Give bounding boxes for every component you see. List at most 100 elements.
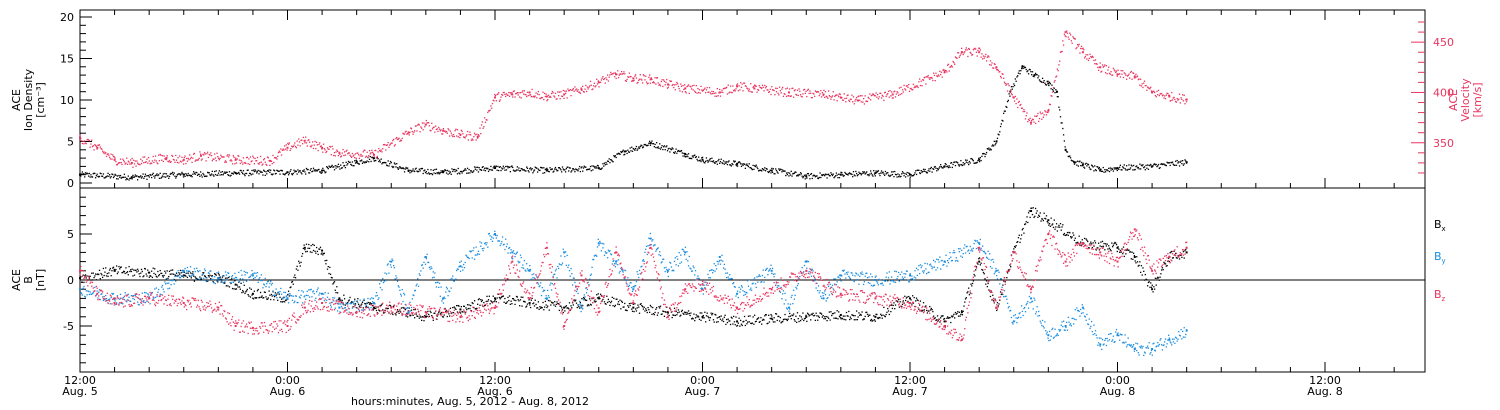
bx-series-sample	[560, 305, 562, 307]
ion-density-series-sample	[1013, 83, 1015, 85]
velocity-series-sample	[780, 92, 782, 94]
ion-density-series-sample	[274, 173, 277, 175]
velocity-series-sample	[120, 161, 122, 164]
ion-density-series-sample	[365, 161, 368, 163]
ion-density-series-sample	[1093, 170, 1095, 172]
bx-series-sample	[722, 320, 725, 323]
bx-series-sample	[391, 312, 393, 314]
velocity-series-sample	[378, 147, 380, 150]
bx-series-sample	[773, 317, 775, 319]
by-series-sample	[212, 278, 214, 281]
ion-density-series-sample	[599, 168, 602, 171]
bx-series-sample	[84, 275, 86, 277]
velocity-series-sample	[1154, 94, 1157, 97]
ion-density-series-sample	[509, 170, 512, 173]
ion-density-series-sample	[361, 159, 363, 161]
bx-series-sample	[784, 313, 786, 316]
ion-density-series-sample	[1162, 163, 1164, 165]
bx-series-sample	[886, 311, 888, 313]
by-series-sample	[352, 301, 354, 303]
by-series-sample	[301, 302, 304, 304]
velocity-series-sample	[523, 90, 526, 92]
bx-series-sample	[200, 278, 203, 280]
bx-series-sample	[933, 317, 936, 320]
bx-series-sample	[988, 289, 990, 291]
velocity-series-sample	[242, 163, 244, 165]
by-series-sample	[282, 298, 284, 300]
bx-series-sample	[140, 268, 143, 271]
ion-density-series-sample	[744, 167, 746, 169]
velocity-series-sample	[329, 145, 331, 148]
by-series-sample	[361, 309, 363, 311]
bx-series-sample	[294, 277, 297, 279]
ion-density-series-sample	[814, 176, 817, 178]
ion-density-series-sample	[842, 175, 845, 177]
bx-series-sample	[768, 314, 770, 316]
velocity-series-sample	[1179, 102, 1181, 104]
bx-series-sample	[191, 272, 193, 275]
ion-density-series-sample	[572, 168, 575, 170]
velocity-series-sample	[941, 76, 943, 78]
ion-density-series-sample	[916, 169, 918, 171]
bx-series-sample	[396, 311, 398, 313]
bx-series-sample	[85, 277, 87, 279]
velocity-series-sample	[1055, 76, 1057, 78]
ion-density-series-sample	[130, 177, 133, 179]
velocity-series-sample	[1057, 69, 1059, 72]
bx-series-sample	[214, 273, 216, 275]
velocity-series-sample	[401, 137, 403, 140]
velocity-series-sample	[588, 86, 590, 89]
ion-density-series-sample	[139, 176, 141, 178]
velocity-series-sample	[291, 146, 294, 148]
ion-density-series-sample	[105, 176, 107, 178]
velocity-series-sample	[446, 132, 448, 134]
bx-series-sample	[843, 318, 845, 321]
bx-series-sample	[87, 279, 89, 281]
velocity-series-sample	[80, 137, 82, 140]
velocity-series-point	[372, 153, 375, 156]
velocity-series-sample	[643, 75, 645, 77]
bx-series-sample	[338, 299, 340, 301]
bx-series-sample	[1125, 249, 1128, 251]
velocity-series-point	[1064, 31, 1067, 34]
bx-series-sample	[542, 301, 544, 304]
ion-density-series-sample	[1133, 169, 1136, 171]
by-series-sample	[116, 295, 119, 297]
bx-series-sample	[759, 320, 761, 323]
velocity-series-sample	[463, 136, 465, 138]
velocity-series-sample	[1005, 84, 1007, 86]
velocity-series-sample	[733, 89, 736, 91]
ion-density-series-sample	[666, 150, 669, 152]
velocity-series-sample	[350, 155, 352, 158]
velocity-series-sample	[1087, 54, 1089, 56]
bx-series-sample	[551, 302, 554, 304]
ion-density-series-sample	[111, 173, 113, 175]
ion-density-series-sample	[820, 174, 823, 176]
bx-series-sample	[309, 251, 312, 253]
velocity-series-sample	[973, 48, 975, 50]
velocity-series-sample	[704, 87, 706, 89]
by-series-sample	[215, 279, 217, 281]
velocity-series-sample	[568, 89, 571, 92]
bx-series-sample	[626, 309, 628, 312]
ion-density-series-sample	[410, 169, 412, 172]
bx-series-sample	[1154, 277, 1157, 279]
by-series-sample	[310, 288, 312, 291]
bx-series-sample	[817, 319, 819, 321]
bx-series-sample	[1041, 218, 1043, 220]
ion-density-series-sample	[101, 175, 103, 177]
velocity-series-sample	[371, 149, 373, 152]
velocity-series-sample	[835, 94, 838, 96]
ion-density-series-sample	[108, 175, 110, 177]
bx-series-sample	[535, 303, 537, 306]
velocity-series-sample	[161, 159, 163, 161]
ion-density-series-sample	[1174, 164, 1176, 166]
velocity-series-sample	[435, 125, 437, 127]
velocity-series-sample	[488, 110, 490, 112]
bx-series-sample	[890, 304, 893, 306]
bx-series-sample	[948, 317, 950, 319]
ion-density-series-sample	[576, 169, 578, 171]
ion-density-series-sample	[461, 172, 463, 174]
by-series-sample	[169, 279, 171, 282]
bx-series-sample	[776, 319, 778, 322]
